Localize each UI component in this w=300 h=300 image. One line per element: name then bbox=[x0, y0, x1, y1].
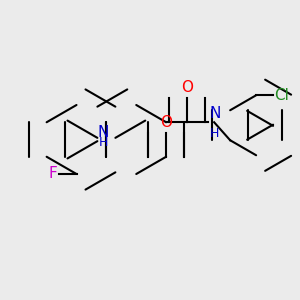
Text: O: O bbox=[160, 115, 172, 130]
Text: H: H bbox=[210, 127, 219, 140]
Text: Cl: Cl bbox=[274, 88, 289, 103]
Text: N: N bbox=[210, 106, 221, 121]
Text: H: H bbox=[99, 136, 108, 149]
Text: O: O bbox=[181, 80, 193, 95]
Text: N: N bbox=[98, 125, 109, 140]
Text: F: F bbox=[48, 167, 57, 182]
